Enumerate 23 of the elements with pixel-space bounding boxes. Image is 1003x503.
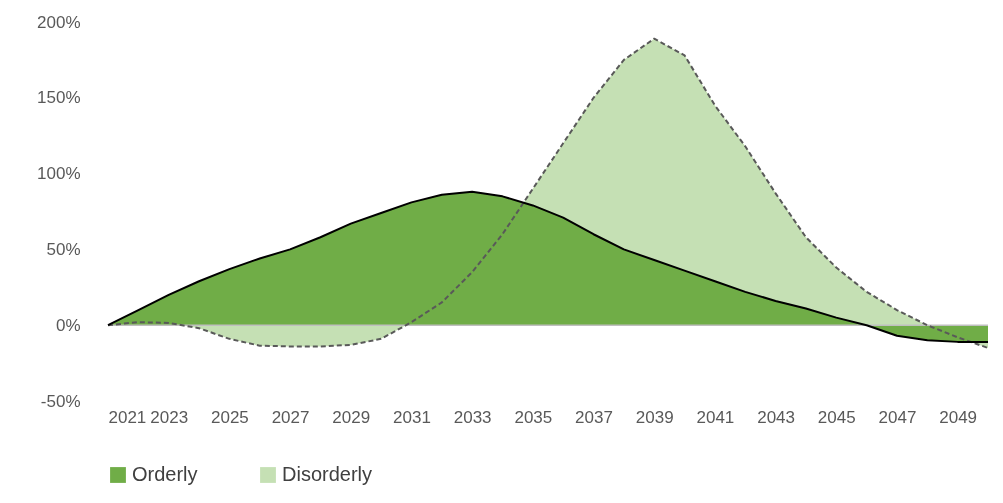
legend-label: Disorderly: [282, 463, 373, 485]
x-tick-label: 2041: [696, 407, 735, 427]
x-tick-label: 2035: [514, 407, 553, 427]
y-tick-label: 150%: [37, 88, 81, 108]
x-tick-label: 2033: [453, 407, 492, 427]
x-tick-label: 2039: [635, 407, 674, 427]
x-tick-label: 2025: [210, 407, 249, 427]
x-tick-label: 2047: [878, 407, 917, 427]
x-tick-label: 2043: [757, 407, 795, 427]
y-tick-label: 0%: [55, 315, 81, 335]
x-tick-label: 2049: [939, 407, 978, 427]
x-tick-label: 2027: [271, 407, 310, 427]
x-tick-label: 2045: [817, 407, 856, 427]
x-tick-label: 2023: [150, 407, 189, 427]
legend-label: Orderly: [132, 463, 198, 485]
x-tick-label: 2031: [393, 407, 431, 427]
x-tick-label: 2037: [575, 407, 613, 427]
y-tick-label: 50%: [46, 239, 81, 259]
y-tick-label: 200%: [37, 12, 81, 32]
y-tick-label: 100%: [37, 164, 81, 184]
y-tick-label: -50%: [40, 391, 81, 411]
x-tick-label: 2029: [332, 407, 371, 427]
x-tick-label: 2021: [108, 407, 147, 427]
